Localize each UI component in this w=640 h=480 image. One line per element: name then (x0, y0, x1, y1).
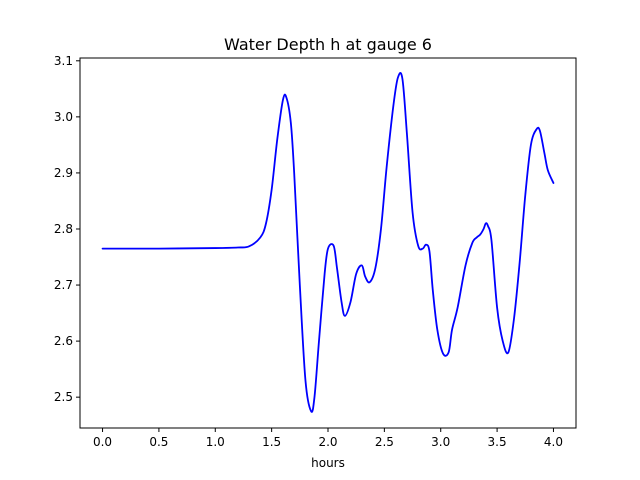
x-tick-label: 0.0 (93, 435, 112, 449)
x-tick-label: 3.0 (431, 435, 450, 449)
x-tick-label: 0.5 (149, 435, 168, 449)
y-tick-label: 2.5 (54, 390, 73, 404)
chart-title: Water Depth h at gauge 6 (224, 35, 432, 54)
plot-area (79, 57, 577, 429)
y-tick-label: 2.6 (54, 334, 73, 348)
x-tick-label: 1.0 (206, 435, 225, 449)
x-tick-label: 2.0 (318, 435, 337, 449)
plot-frame (79, 57, 577, 429)
y-axis: 2.5 2.6 2.7 2.8 2.9 3.0 3.1 (54, 54, 80, 404)
x-tick-label: 2.5 (375, 435, 394, 449)
y-tick-label: 2.7 (54, 278, 73, 292)
x-axis-label: hours (311, 456, 345, 470)
x-tick-label: 3.5 (488, 435, 507, 449)
x-tick-label: 1.5 (262, 435, 281, 449)
x-axis: 0.0 0.5 1.0 1.5 2.0 2.5 3.0 3.5 4.0 (93, 428, 563, 449)
y-tick-label: 3.0 (54, 110, 73, 124)
series-layer (101, 72, 555, 413)
series-line-0 (101, 72, 555, 413)
y-tick-label: 2.9 (54, 166, 73, 180)
x-tick-label: 4.0 (544, 435, 563, 449)
y-tick-label: 3.1 (54, 54, 73, 68)
y-tick-label: 2.8 (54, 222, 73, 236)
